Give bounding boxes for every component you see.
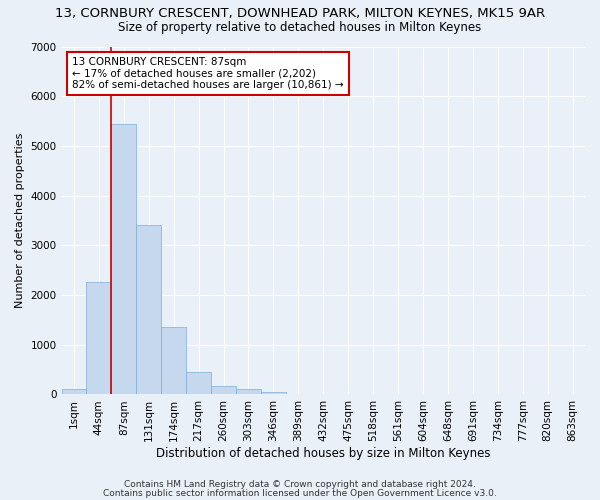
Bar xyxy=(62,390,86,394)
Bar xyxy=(211,386,236,394)
Text: 13 CORNBURY CRESCENT: 87sqm
← 17% of detached houses are smaller (2,202)
82% of : 13 CORNBURY CRESCENT: 87sqm ← 17% of det… xyxy=(72,57,344,90)
Text: Contains public sector information licensed under the Open Government Licence v3: Contains public sector information licen… xyxy=(103,488,497,498)
Text: Size of property relative to detached houses in Milton Keynes: Size of property relative to detached ho… xyxy=(118,21,482,34)
Bar xyxy=(136,226,161,394)
Bar xyxy=(161,328,186,394)
Bar xyxy=(261,392,286,394)
X-axis label: Distribution of detached houses by size in Milton Keynes: Distribution of detached houses by size … xyxy=(156,447,491,460)
Bar xyxy=(236,390,261,394)
Bar xyxy=(112,124,136,394)
Bar xyxy=(86,282,112,395)
Y-axis label: Number of detached properties: Number of detached properties xyxy=(15,133,25,308)
Text: 13, CORNBURY CRESCENT, DOWNHEAD PARK, MILTON KEYNES, MK15 9AR: 13, CORNBURY CRESCENT, DOWNHEAD PARK, MI… xyxy=(55,8,545,20)
Text: Contains HM Land Registry data © Crown copyright and database right 2024.: Contains HM Land Registry data © Crown c… xyxy=(124,480,476,489)
Bar xyxy=(186,372,211,394)
